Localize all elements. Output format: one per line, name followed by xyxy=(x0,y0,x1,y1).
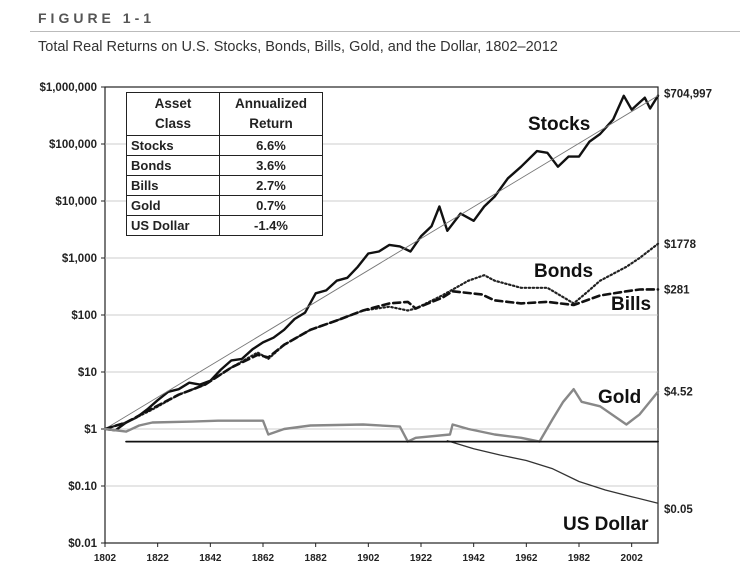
end-value-gold: $4.52 xyxy=(664,387,693,399)
y-tick-label: $1,000,000 xyxy=(39,82,97,94)
x-tick-label: 1842 xyxy=(199,553,222,564)
series-group xyxy=(103,94,660,504)
series-line-stocks xyxy=(103,94,660,432)
end-value-stocks: $704,997 xyxy=(664,89,712,101)
table-cell-return: -1.4% xyxy=(219,215,323,236)
table-cell-return: 0.7% xyxy=(219,195,323,216)
y-tick-label: $1 xyxy=(84,424,97,436)
x-tick-label: 1882 xyxy=(305,553,328,564)
series-label-bills: Bills xyxy=(611,294,651,315)
table-cell-asset: Bills xyxy=(126,175,220,196)
end-value-bills: $281 xyxy=(664,284,690,296)
series-line-stocks-trend xyxy=(104,95,659,430)
x-tick-label: 1962 xyxy=(515,553,538,564)
series-label-bonds: Bonds xyxy=(534,261,593,282)
table-cell-asset: Bonds xyxy=(126,155,220,176)
table-cell-return: 3.6% xyxy=(219,155,323,176)
y-tick-label: $10 xyxy=(78,367,97,379)
x-tick-label: 1942 xyxy=(463,553,486,564)
series-line-bills xyxy=(103,288,660,431)
table-header-annualized-return: Annualized Return xyxy=(219,92,323,136)
x-tick-label: 2002 xyxy=(621,553,644,564)
table-cell-asset: Gold xyxy=(126,195,220,216)
table-cell-asset: US Dollar xyxy=(126,215,220,236)
x-tick-label: 1922 xyxy=(410,553,433,564)
figure-label: FIGURE 1-1 xyxy=(38,10,156,26)
table-row: Bonds 3.6% xyxy=(126,155,323,176)
y-tick-label: $0.10 xyxy=(68,481,97,493)
table-cell-return: 6.6% xyxy=(219,135,323,156)
table-row: Stocks 6.6% xyxy=(126,135,323,156)
y-tick-label: $1,000 xyxy=(62,253,97,265)
series-label-us-dollar: US Dollar xyxy=(563,514,649,535)
table-header-asset-class: Asset Class xyxy=(126,92,220,136)
x-tick-label: 1802 xyxy=(94,553,117,564)
series-label-gold: Gold xyxy=(598,387,641,408)
x-axis: 1802 1822 1842 1862 1882 1902 1922 1942 1962 1982… xyxy=(94,543,643,564)
x-tick-label: 1862 xyxy=(252,553,275,564)
table-cell-asset: Stocks xyxy=(126,135,220,156)
series-label-stocks: Stocks xyxy=(528,114,590,135)
figure-title: Total Real Returns on U.S. Stocks, Bonds… xyxy=(38,39,558,55)
y-axis: $0.01 $0.10 $1 $10 $100 $1,000 $10,000 $100,000… xyxy=(39,82,105,550)
x-tick-label: 1982 xyxy=(568,553,591,564)
series-line-gold xyxy=(103,388,660,443)
returns-table: Asset Class Annualized Return Stocks 6.6% Bo… xyxy=(126,92,323,236)
series-line-us-dollar xyxy=(446,440,659,504)
y-tick-label: $10,000 xyxy=(55,196,97,208)
table-row: Gold 0.7% xyxy=(126,195,323,216)
figure-rule xyxy=(30,31,740,32)
x-tick-label: 1822 xyxy=(147,553,170,564)
y-tick-label: $0.01 xyxy=(68,538,97,550)
table-row: US Dollar -1.4% xyxy=(126,215,323,236)
labels-group: $704,997 $1778 $281 $4.52 $0.05 Stocks Bonds Bi… xyxy=(528,89,712,535)
y-tick-label: $100,000 xyxy=(49,139,97,151)
end-value-us-dollar: $0.05 xyxy=(664,504,693,516)
table-cell-return: 2.7% xyxy=(219,175,323,196)
end-value-bonds: $1778 xyxy=(664,239,697,251)
table-row: Bills 2.7% xyxy=(126,175,323,196)
y-tick-label: $100 xyxy=(71,310,97,322)
x-tick-label: 1902 xyxy=(357,553,380,564)
